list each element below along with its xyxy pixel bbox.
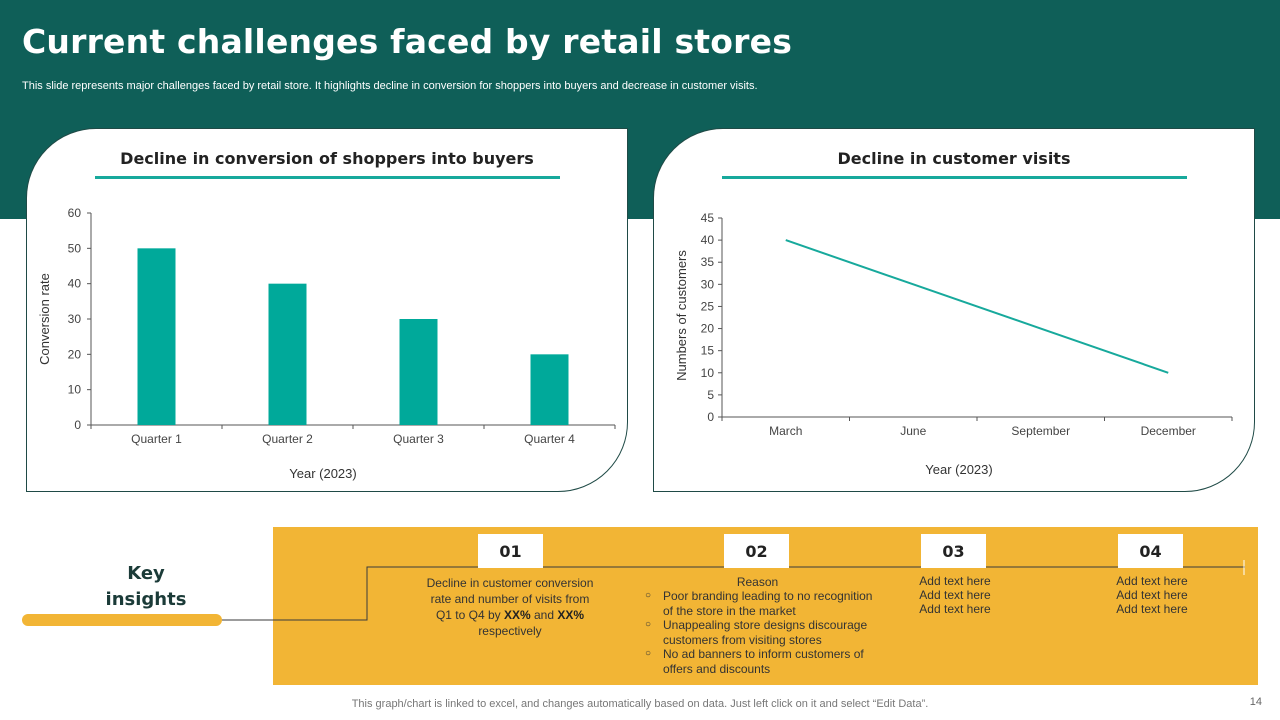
conversion-chart-card: Decline in conversion of shoppers into b… [26,128,628,492]
insight-02-bullet: Unappealing store designs discourage cus… [645,618,877,647]
y-tick-label: 0 [707,410,714,424]
conversion-title-rule [95,176,560,179]
series-line [785,239,1169,374]
bar [399,319,438,425]
conversion-chart-title: Decline in conversion of shoppers into b… [120,149,534,168]
insight-03-line: Add text here [919,602,991,616]
x-axis-label: Year (2023) [289,466,356,481]
insight-03-line: Add text here [919,588,991,602]
x-axis-label: Year (2023) [925,462,992,477]
insight-01-text-after: respectively [478,624,542,638]
y-tick-label: 25 [701,299,715,313]
y-tick-label: 60 [68,206,82,220]
key-insights-label: Key insights [100,561,192,613]
insight-01-and: and [530,608,558,622]
y-tick-label: 35 [701,255,715,269]
x-tick-label: December [1141,424,1196,438]
x-tick-label: Quarter 4 [524,432,575,446]
y-tick-label: 15 [701,344,715,358]
insight-04-line: Add text here [1116,574,1188,588]
y-tick-label: 20 [68,347,82,361]
x-tick-label: Quarter 3 [393,432,444,446]
x-tick-label: June [900,424,926,438]
insight-text-04: Add text here Add text here Add text her… [1097,574,1207,616]
insight-text-03: Add text here Add text here Add text her… [900,574,1010,616]
insight-number-04: 04 [1118,534,1183,568]
x-tick-label: March [769,424,802,438]
bar [530,354,569,425]
insight-01-bold1: XX% [503,608,531,622]
visits-chart-card: Decline in customer visits 0 5 10 15 20 25 30 3… [653,128,1255,492]
insights-accent-bar [22,614,222,626]
insight-text-01: Decline in customer conversion rate and … [425,575,595,639]
y-axis-label: Numbers of customers [674,250,689,381]
y-tick-label: 45 [701,211,715,225]
bar [268,283,307,425]
y-tick-label: 20 [701,322,715,336]
y-tick-label: 0 [74,418,81,432]
key-insights-line1: Key [127,563,165,584]
insight-02-bullet: No ad banners to inform customers of off… [645,647,877,676]
insight-02-bullets: Poor branding leading to no recognition … [645,589,877,676]
insight-03-line: Add text here [919,574,991,588]
y-tick-label: 10 [701,366,715,380]
slide-title: Current challenges faced by retail store… [22,22,793,61]
y-tick-label: 10 [68,383,82,397]
insight-02-heading: Reason [736,575,779,589]
y-tick-label: 30 [701,277,715,291]
bar [137,248,176,425]
x-tick-label: Quarter 2 [262,432,313,446]
y-tick-label: 40 [701,233,715,247]
x-tick-label: September [1011,424,1070,438]
insight-02-bullet: Poor branding leading to no recognition … [645,589,877,618]
footer-note: This graph/chart is linked to excel, and… [351,698,929,710]
y-axis-label: Conversion rate [37,273,52,365]
visits-title-rule [722,176,1187,179]
insight-01-bold2: XX% [557,608,585,622]
insight-04-line: Add text here [1116,588,1188,602]
insight-number-01: 01 [478,534,543,568]
insight-number-02: 02 [724,534,789,568]
insight-04-line: Add text here [1116,602,1188,616]
conversion-bar-chart: 0 10 20 30 40 50 60 Quarter 1 Quarter 2 Quarter 3… [37,206,616,481]
insight-number-03: 03 [921,534,986,568]
y-tick-label: 50 [68,241,82,255]
page-number: 14 [1249,696,1262,708]
visits-chart-title: Decline in customer visits [837,149,1071,168]
y-tick-label: 30 [68,312,82,326]
y-tick-label: 5 [707,388,714,402]
y-tick-label: 40 [68,277,82,291]
insight-01-text-before: Decline in customer conversion rate and … [426,576,594,622]
visits-line-chart: 0 5 10 15 20 25 30 35 40 45 March June September Dece… [674,211,1233,477]
key-insights-line2: insights [105,589,187,610]
slide-subtitle: This slide represents major challenges f… [22,80,758,92]
x-tick-label: Quarter 1 [131,432,182,446]
